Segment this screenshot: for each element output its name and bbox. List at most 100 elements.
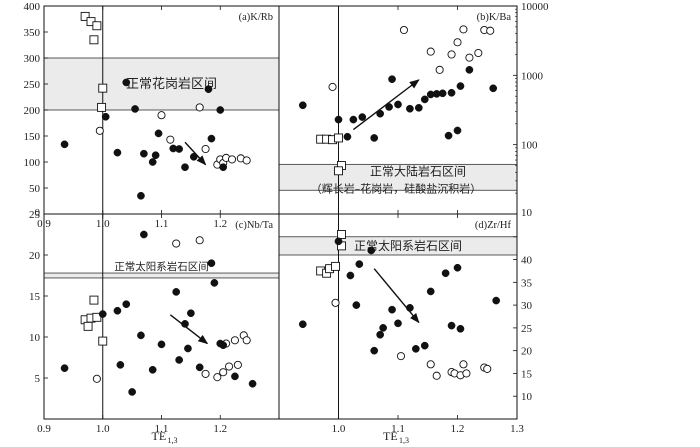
data-point-open (227, 155, 237, 164)
y-tick-label-c: 10 (29, 332, 41, 344)
data-point-open (483, 364, 492, 373)
x-tick-label-c: 1.2 (213, 423, 227, 435)
data-point-square (98, 83, 108, 93)
data-point-filled (426, 287, 435, 296)
trend-arrow-c (169, 314, 209, 345)
data-point-filled (298, 320, 307, 329)
data-point-open (462, 369, 471, 378)
data-point-filled (447, 88, 456, 97)
data-point-filled (151, 151, 160, 160)
y-tick-label-d: 35 (521, 277, 533, 289)
panel-a: 正常花岗岩区间(a)K/Rb0501001502002503003504000.… (24, 1, 280, 230)
data-point-square (97, 102, 107, 112)
data-point-open (453, 38, 462, 47)
trend-arrow-b (352, 79, 420, 131)
data-point-square (334, 133, 343, 143)
data-point-filled (441, 269, 450, 278)
data-point-filled (181, 163, 189, 172)
data-point-filled (370, 346, 379, 355)
y-tick-label-a: 50 (29, 183, 41, 195)
data-point-open (195, 236, 204, 245)
data-point-filled (184, 344, 192, 353)
data-point-filled (465, 65, 474, 74)
data-point-filled (137, 191, 145, 200)
data-point-square (98, 336, 108, 346)
y-tick-label-a: 150 (24, 131, 41, 143)
x-tick-label-d: 1.1 (391, 423, 405, 435)
y-tick-label-d: 15 (521, 368, 533, 380)
x-tick-label-d: 1.3 (510, 423, 524, 435)
data-point-open (242, 336, 251, 345)
y-tick-label-d: 20 (521, 346, 533, 358)
data-point-open (157, 111, 166, 120)
band-label-a: 正常花岗岩区间 (126, 76, 217, 92)
data-point-open (166, 135, 175, 144)
data-point-filled (406, 104, 414, 113)
data-point-filled (388, 305, 396, 314)
data-point-filled (210, 279, 219, 287)
data-point-filled (420, 95, 429, 104)
band-label-d: 正常太阳系岩石区间 (354, 238, 462, 253)
data-point-filled (355, 260, 364, 268)
trend-arrow-a (184, 141, 207, 166)
data-point-filled (367, 246, 376, 255)
data-point-square (334, 166, 343, 176)
data-point-filled (298, 101, 307, 110)
data-point-filled (447, 321, 456, 330)
data-point-filled (157, 340, 166, 349)
data-point-open (195, 103, 204, 112)
y-tick-label-a: 200 (24, 105, 41, 117)
data-point-open (233, 360, 242, 369)
data-point-filled (128, 388, 136, 396)
x-axis-subscript-b: 1,3 (399, 436, 409, 445)
data-point-filled (376, 330, 384, 339)
data-point-filled (98, 310, 107, 318)
data-point-filled (420, 341, 429, 350)
data-point-filled (187, 309, 195, 318)
data-point-open (225, 362, 234, 371)
y-tick-label-a: 100 (24, 157, 41, 169)
data-point-filled (219, 163, 228, 172)
data-point-filled (148, 158, 157, 166)
band-label2-b: （辉长岩–花岗岩，硅酸盐沉积岩） (311, 181, 482, 195)
data-point-filled (195, 363, 204, 372)
data-point-filled (137, 331, 145, 340)
data-point-filled (334, 115, 343, 124)
y-tick-label-a: 350 (24, 27, 41, 39)
trend-arrow-d (373, 268, 420, 324)
data-point-filled (456, 324, 465, 333)
data-point-square (331, 261, 340, 271)
data-point-filled (444, 131, 453, 140)
data-point-open (92, 374, 101, 383)
data-point-filled (122, 78, 131, 87)
data-point-filled (334, 237, 343, 246)
data-point-filled (207, 134, 216, 143)
data-point-filled (346, 271, 355, 280)
data-point-open (213, 373, 222, 382)
data-point-filled (154, 129, 163, 138)
data-point-filled (172, 288, 181, 296)
panel-b: 正常大陆岩石区间 （辉长岩–花岗岩，硅酸盐沉积岩） (b)K/Ba 10 100 1000… (278, 1, 549, 219)
data-point-filled (358, 113, 367, 121)
data-point-filled (453, 263, 462, 272)
data-point-open (459, 360, 468, 369)
data-point-filled (140, 230, 148, 239)
data-point-filled (60, 364, 69, 373)
data-point-filled (101, 112, 110, 121)
x-axis-subscript-a: 1,3 (168, 436, 178, 445)
data-point-filled (148, 365, 157, 374)
data-point-square (92, 21, 102, 31)
data-point-square (83, 321, 93, 331)
data-point-filled (388, 75, 396, 84)
y-tick-label-d: 30 (521, 300, 533, 312)
data-point-open (201, 369, 210, 378)
data-point-filled (116, 361, 125, 369)
data-point-filled (113, 306, 122, 315)
data-point-open (95, 126, 104, 135)
y-tick-label-a: 300 (24, 53, 41, 65)
y-tick-label-a: 250 (24, 79, 41, 91)
data-point-open (426, 360, 435, 369)
data-point-filled (394, 100, 402, 109)
y-tick-label-c: 25 (29, 209, 41, 221)
